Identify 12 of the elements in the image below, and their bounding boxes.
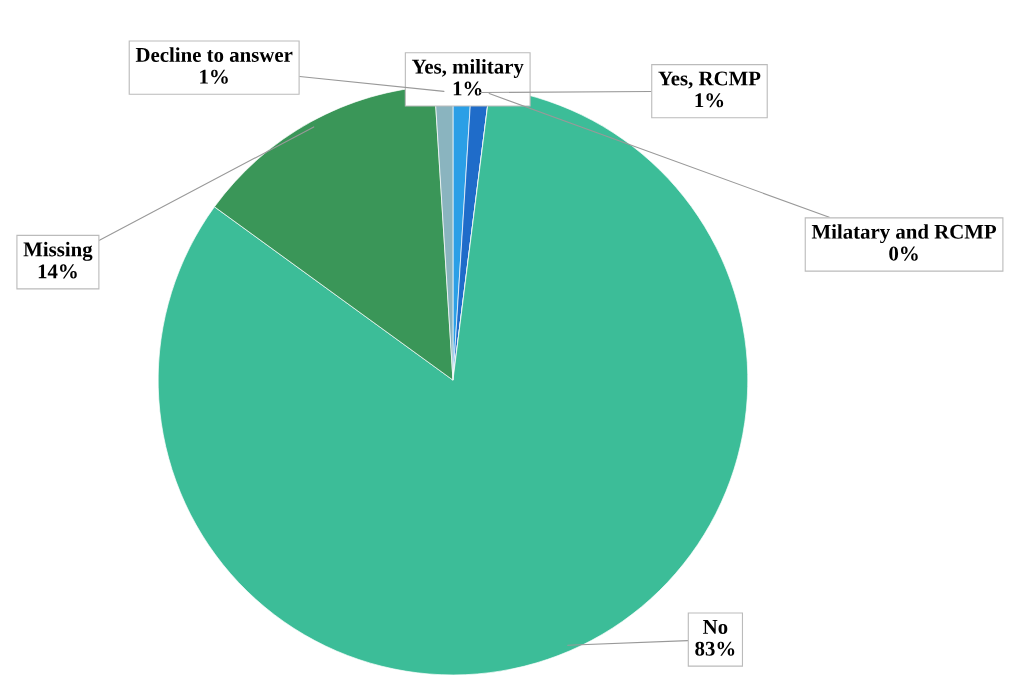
data-label: 1% — [695, 93, 724, 108]
slice-label: Yes, military — [411, 59, 524, 78]
data-label: 83% — [695, 641, 735, 656]
slice-label: No — [703, 620, 728, 634]
data-label: 14% — [38, 264, 77, 279]
data-label: 1% — [453, 81, 482, 96]
category-label: Milatary and RCMP — [811, 224, 997, 244]
slice-label: Yes, RCMP — [658, 71, 761, 89]
data-label: 1% — [200, 69, 228, 84]
text: 0% — [889, 246, 918, 261]
slice-label: Decline to answer — [135, 47, 293, 62]
slice-label: Missing — [23, 241, 93, 261]
